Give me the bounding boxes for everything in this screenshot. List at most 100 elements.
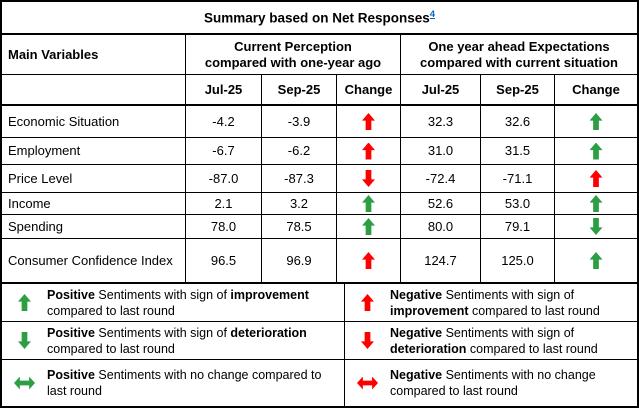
value-cell: 79.1 xyxy=(481,215,555,239)
row-label: Economic Situation xyxy=(2,106,186,138)
change-cell xyxy=(337,165,401,193)
change-cell xyxy=(337,138,401,165)
change-cell xyxy=(337,106,401,138)
legend-text: Negative Sentiments with no change compa… xyxy=(390,368,596,398)
row-label: Employment xyxy=(2,138,186,165)
change-cell xyxy=(555,239,637,284)
value-cell: 96.5 xyxy=(186,239,262,284)
legend-text: Positive Sentiments with sign of deterio… xyxy=(47,325,307,356)
value-cell: 2.1 xyxy=(186,193,262,215)
group-header-expectations: One year ahead Expectations compared wit… xyxy=(401,35,637,75)
change-arrow-icon xyxy=(589,170,603,187)
green-up-arrow-icon xyxy=(18,294,31,311)
value-cell: 32.6 xyxy=(481,106,555,138)
group-header-line2: compared with one-year ago xyxy=(204,54,382,70)
value-cell: 125.0 xyxy=(481,239,555,284)
value-cell: -87.0 xyxy=(186,165,262,193)
legend-text: Positive Sentiments with no change compa… xyxy=(47,368,322,398)
change-cell xyxy=(555,106,637,138)
change-arrow-icon xyxy=(589,252,603,269)
legend-item-negative-improvement: Negative Sentiments with sign of improve… xyxy=(345,284,637,321)
legend-row: Positive Sentiments with sign of improve… xyxy=(2,284,637,322)
change-cell xyxy=(555,138,637,165)
main-variables-header: Main Variables xyxy=(2,35,186,75)
legend-text: Negative Sentiments with sign of deterio… xyxy=(390,325,598,356)
table-title-row: Summary based on Net Responses4 xyxy=(2,2,637,35)
value-cell: 31.5 xyxy=(481,138,555,165)
table-title: Summary based on Net Responses4 xyxy=(204,9,435,26)
legend-item-negative-nochange: Negative Sentiments with no change compa… xyxy=(345,360,637,406)
change-arrow-icon xyxy=(362,195,375,212)
green-down-arrow-icon xyxy=(18,332,31,349)
change-arrow-icon xyxy=(362,170,375,187)
value-cell: 53.0 xyxy=(481,193,555,215)
change-arrow-icon xyxy=(362,113,375,130)
value-cell: -3.9 xyxy=(262,106,337,138)
change-arrow-icon xyxy=(589,218,603,235)
legend-item-positive-nochange: Positive Sentiments with no change compa… xyxy=(2,360,345,406)
value-cell: 78.5 xyxy=(262,215,337,239)
change-arrow-icon xyxy=(362,142,375,160)
subheader-cp-jul25: Jul-25 xyxy=(186,75,262,106)
legend-arrow-cell xyxy=(345,294,390,311)
change-cell xyxy=(337,239,401,284)
legend-item-positive-deterioration: Positive Sentiments with sign of deterio… xyxy=(2,322,345,359)
row-label: Spending xyxy=(2,215,186,239)
change-cell xyxy=(337,215,401,239)
value-cell: 80.0 xyxy=(401,215,481,239)
change-cell xyxy=(337,193,401,215)
change-arrow-icon xyxy=(589,195,603,212)
row-label: Income xyxy=(2,193,186,215)
subheader-ex-change: Change xyxy=(555,75,637,106)
legend-text: Positive Sentiments with sign of improve… xyxy=(47,287,309,318)
red-leftright-arrow-icon xyxy=(357,376,378,390)
value-cell: -4.2 xyxy=(186,106,262,138)
legend-arrow-cell xyxy=(2,294,47,311)
empty-cell xyxy=(2,75,186,106)
subheader-cp-sep25: Sep-25 xyxy=(262,75,337,106)
red-up-arrow-icon xyxy=(361,294,374,311)
red-down-arrow-icon xyxy=(361,332,374,349)
change-arrow-icon xyxy=(589,142,603,160)
value-cell: 124.7 xyxy=(401,239,481,284)
legend-arrow-cell xyxy=(345,376,390,390)
value-cell: 52.6 xyxy=(401,193,481,215)
green-leftright-arrow-icon xyxy=(14,376,35,390)
value-cell: 31.0 xyxy=(401,138,481,165)
change-arrow-icon xyxy=(362,218,375,235)
row-label: Consumer Confidence Index xyxy=(2,239,186,284)
group-header-line2: compared with current situation xyxy=(420,54,618,70)
value-cell: 96.9 xyxy=(262,239,337,284)
legend-arrow-cell xyxy=(345,332,390,349)
change-cell xyxy=(555,165,637,193)
value-cell: 78.0 xyxy=(186,215,262,239)
change-arrow-icon xyxy=(362,252,375,269)
legend-arrow-cell xyxy=(2,332,47,349)
change-cell xyxy=(555,215,637,239)
value-cell: -72.4 xyxy=(401,165,481,193)
value-cell: -6.7 xyxy=(186,138,262,165)
group-header-line1: One year ahead Expectations xyxy=(428,38,610,54)
subheader-cp-change: Change xyxy=(337,75,401,106)
value-cell: -87.3 xyxy=(262,165,337,193)
subheader-ex-jul25: Jul-25 xyxy=(401,75,481,106)
footnote-link[interactable]: 4 xyxy=(429,9,436,21)
legend-arrow-cell xyxy=(2,376,47,390)
table-title-text: Summary based on Net Responses xyxy=(203,10,430,26)
legend: Positive Sentiments with sign of improve… xyxy=(2,284,637,406)
row-label: Price Level xyxy=(2,165,186,193)
subheader-ex-sep25: Sep-25 xyxy=(481,75,555,106)
legend-item-negative-deterioration: Negative Sentiments with sign of deterio… xyxy=(345,322,637,359)
change-arrow-icon xyxy=(589,113,603,130)
data-grid: Main Variables Current Perception compar… xyxy=(2,35,637,284)
legend-row: Positive Sentiments with sign of deterio… xyxy=(2,322,637,360)
value-cell: 32.3 xyxy=(401,106,481,138)
value-cell: 3.2 xyxy=(262,193,337,215)
value-cell: -71.1 xyxy=(481,165,555,193)
legend-text: Negative Sentiments with sign of improve… xyxy=(390,287,600,318)
legend-item-positive-improvement: Positive Sentiments with sign of improve… xyxy=(2,284,345,321)
legend-row: Positive Sentiments with no change compa… xyxy=(2,360,637,406)
group-header-line1: Current Perception xyxy=(234,38,352,54)
value-cell: -6.2 xyxy=(262,138,337,165)
